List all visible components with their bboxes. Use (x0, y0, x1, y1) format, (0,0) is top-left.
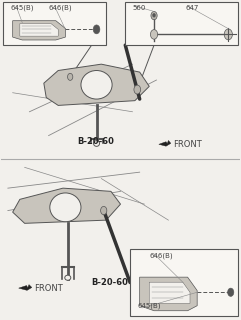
Circle shape (150, 30, 158, 39)
Polygon shape (19, 284, 32, 290)
Ellipse shape (50, 193, 81, 222)
Polygon shape (13, 188, 120, 223)
Text: FRONT: FRONT (173, 140, 202, 149)
Bar (3, 2, 106, 45)
Circle shape (93, 25, 100, 34)
Text: B-20-60: B-20-60 (77, 137, 114, 146)
Circle shape (151, 12, 157, 20)
Circle shape (100, 206, 107, 215)
Text: 646(B): 646(B) (49, 5, 72, 11)
Circle shape (228, 288, 234, 296)
Text: FRONT: FRONT (34, 284, 63, 292)
Circle shape (153, 13, 155, 17)
Text: 647: 647 (185, 5, 199, 11)
Text: 560: 560 (133, 5, 146, 11)
Polygon shape (44, 64, 149, 105)
Text: 645(B): 645(B) (10, 5, 34, 11)
Circle shape (67, 73, 73, 80)
Circle shape (224, 29, 232, 40)
Polygon shape (149, 282, 190, 303)
Polygon shape (20, 24, 58, 36)
Circle shape (134, 85, 141, 94)
Ellipse shape (94, 140, 100, 146)
Ellipse shape (81, 70, 112, 99)
Polygon shape (140, 277, 197, 311)
Text: 646(B): 646(B) (149, 253, 173, 260)
Ellipse shape (65, 275, 71, 280)
Bar (125, 2, 238, 45)
Polygon shape (159, 140, 171, 146)
Bar (130, 249, 238, 316)
Polygon shape (13, 21, 65, 40)
Text: 645(B): 645(B) (137, 302, 161, 309)
Text: B-20-60: B-20-60 (92, 278, 129, 287)
